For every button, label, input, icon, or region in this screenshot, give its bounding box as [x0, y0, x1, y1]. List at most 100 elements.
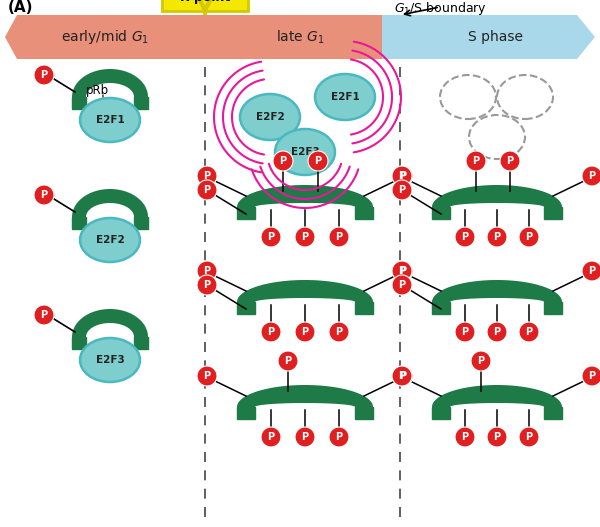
Circle shape [582, 166, 600, 186]
Text: P: P [506, 156, 514, 166]
Circle shape [393, 366, 413, 386]
Circle shape [308, 151, 328, 171]
Text: P: P [398, 171, 406, 181]
Polygon shape [432, 207, 450, 219]
Circle shape [273, 151, 293, 171]
Polygon shape [237, 207, 255, 219]
Circle shape [295, 227, 315, 247]
Ellipse shape [80, 338, 140, 382]
Text: P: P [472, 156, 479, 166]
Circle shape [197, 275, 217, 295]
Text: P: P [526, 232, 533, 242]
Circle shape [392, 180, 412, 200]
Text: E2F3: E2F3 [95, 355, 124, 365]
Text: R point: R point [180, 0, 230, 5]
Ellipse shape [315, 74, 375, 120]
Circle shape [582, 261, 600, 281]
Text: P: P [400, 171, 407, 181]
Polygon shape [134, 217, 148, 229]
Text: E2F1: E2F1 [331, 92, 359, 102]
Polygon shape [5, 15, 215, 59]
Text: P: P [398, 280, 406, 290]
Circle shape [582, 366, 600, 386]
Polygon shape [134, 337, 148, 349]
Text: P: P [314, 156, 322, 166]
Text: E2F1: E2F1 [95, 115, 124, 125]
Text: P: P [478, 356, 485, 366]
Polygon shape [544, 407, 562, 419]
Polygon shape [432, 385, 562, 407]
Polygon shape [72, 97, 86, 109]
Polygon shape [432, 302, 450, 314]
Text: P: P [400, 266, 407, 276]
Circle shape [329, 227, 349, 247]
Circle shape [197, 180, 217, 200]
Polygon shape [237, 280, 373, 302]
Circle shape [34, 305, 54, 325]
Text: P: P [493, 232, 500, 242]
Circle shape [393, 261, 413, 281]
Text: P: P [461, 232, 469, 242]
Circle shape [329, 322, 349, 342]
Polygon shape [382, 15, 595, 59]
Text: P: P [398, 266, 406, 276]
Polygon shape [432, 407, 450, 419]
Text: P: P [335, 432, 343, 442]
Text: P: P [589, 266, 596, 276]
Circle shape [487, 427, 507, 447]
Polygon shape [72, 189, 148, 217]
Ellipse shape [80, 98, 140, 142]
Circle shape [519, 427, 539, 447]
Circle shape [487, 227, 507, 247]
Circle shape [197, 261, 217, 281]
Text: P: P [461, 432, 469, 442]
Text: P: P [280, 156, 287, 166]
Polygon shape [134, 97, 148, 109]
Polygon shape [544, 207, 562, 219]
Polygon shape [237, 385, 373, 407]
Polygon shape [355, 407, 373, 419]
Text: P: P [493, 327, 500, 337]
Polygon shape [72, 309, 148, 337]
Text: P: P [398, 371, 406, 381]
Circle shape [393, 166, 413, 186]
Text: P: P [268, 327, 275, 337]
Text: P: P [301, 232, 308, 242]
Polygon shape [237, 302, 255, 314]
Circle shape [455, 227, 475, 247]
Circle shape [295, 322, 315, 342]
Text: P: P [40, 310, 47, 320]
Polygon shape [432, 185, 562, 207]
Circle shape [34, 185, 54, 205]
Circle shape [392, 366, 412, 386]
Text: P: P [203, 185, 211, 195]
Circle shape [392, 261, 412, 281]
Circle shape [466, 151, 486, 171]
Polygon shape [432, 280, 562, 302]
Polygon shape [72, 337, 86, 349]
Polygon shape [197, 15, 400, 59]
Text: P: P [203, 171, 211, 181]
Text: P: P [335, 327, 343, 337]
Ellipse shape [240, 94, 300, 140]
Text: P: P [335, 232, 343, 242]
Text: P: P [203, 371, 211, 381]
Text: early/mid $\mathit{G}_1$: early/mid $\mathit{G}_1$ [61, 28, 149, 46]
Polygon shape [72, 69, 148, 97]
Circle shape [295, 427, 315, 447]
Text: P: P [526, 327, 533, 337]
Text: P: P [526, 432, 533, 442]
Text: P: P [301, 327, 308, 337]
Text: (A): (A) [8, 0, 34, 15]
Text: E2F3: E2F3 [290, 147, 319, 157]
Circle shape [261, 427, 281, 447]
Text: P: P [284, 356, 292, 366]
Text: P: P [268, 432, 275, 442]
Circle shape [455, 322, 475, 342]
Circle shape [487, 322, 507, 342]
Polygon shape [237, 185, 373, 207]
Text: P: P [203, 280, 211, 290]
Circle shape [500, 151, 520, 171]
Text: S phase: S phase [467, 30, 523, 44]
Text: P: P [493, 432, 500, 442]
